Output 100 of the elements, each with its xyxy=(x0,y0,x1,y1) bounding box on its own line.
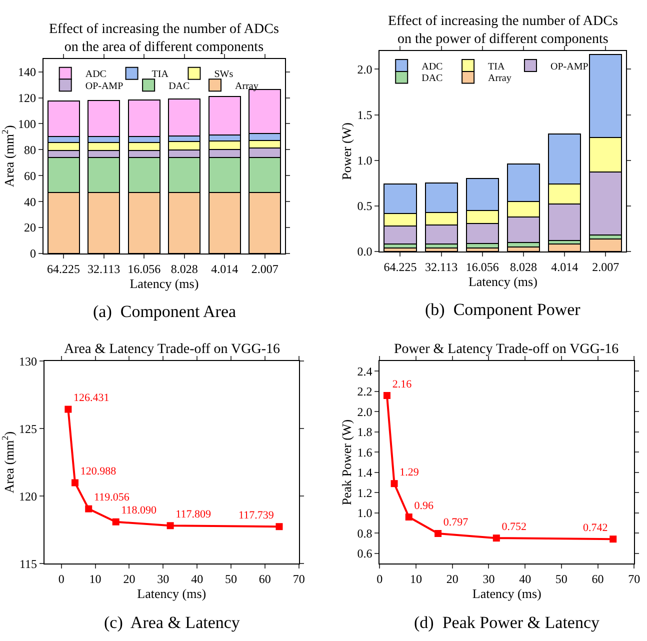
y-tick-label: 120 xyxy=(19,489,38,504)
data-label: 126.431 xyxy=(74,392,110,404)
x-tick-label: 10 xyxy=(89,572,102,586)
data-label: 0.96 xyxy=(414,500,434,512)
data-label: 120.988 xyxy=(80,466,117,478)
legend-label: Array xyxy=(235,80,258,92)
x-axis-title: Latency (ms) xyxy=(472,586,542,601)
x-tick-label: 0 xyxy=(58,572,64,586)
y-tick-label: 1.0 xyxy=(357,506,372,520)
y-tick-label: 130 xyxy=(19,354,38,368)
x-tick-label: 40 xyxy=(191,572,204,586)
point xyxy=(64,406,72,413)
chart-title: Area & Latency Trade-off on VGG-16 xyxy=(64,342,280,357)
x-tick-label: 2.007 xyxy=(251,262,278,276)
text: (c) Area & Latency xyxy=(104,613,240,632)
y-tick-label: 2.0 xyxy=(357,62,372,76)
point xyxy=(434,530,442,538)
x-tick-label: 60 xyxy=(592,572,604,586)
text: (d) Peak Power & Latency xyxy=(414,613,600,632)
x-tick-label: 64.225 xyxy=(384,260,417,274)
x-tick-label: 4.014 xyxy=(551,260,578,274)
legend-label: ADC xyxy=(85,69,107,80)
x-tick-label: 16.056 xyxy=(466,260,499,274)
point xyxy=(85,505,92,512)
y-axis-title: Power (W) xyxy=(339,122,354,180)
data-label: 1.29 xyxy=(400,466,420,478)
y-tick-label: 0.8 xyxy=(357,526,372,540)
x-tick-label: 40 xyxy=(519,572,532,586)
y-tick-label: 20 xyxy=(24,220,36,235)
x-axis-title: Latency (ms) xyxy=(137,586,206,601)
legend-label: TIA xyxy=(488,61,506,72)
x-tick-label: 30 xyxy=(482,572,495,586)
x-tick-label: 16.056 xyxy=(128,262,161,276)
x-tick-label: 30 xyxy=(157,572,170,586)
x-tick-label: 50 xyxy=(224,572,237,586)
point xyxy=(492,534,500,542)
point xyxy=(610,536,617,543)
legend-label: SWs xyxy=(214,69,234,80)
x-tick-label: 64.225 xyxy=(47,262,80,276)
point xyxy=(112,518,120,526)
point xyxy=(383,392,390,400)
y-tick-label: 0.5 xyxy=(357,199,372,214)
data-label: 0.752 xyxy=(502,520,527,533)
x-axis-title: Latency (ms) xyxy=(130,276,199,291)
y-axis-title: Peak Power (W) xyxy=(339,419,354,506)
x-tick-label: 50 xyxy=(555,572,568,586)
data-label: 118.090 xyxy=(121,504,158,517)
y-tick-label: 0 xyxy=(30,246,36,261)
legend-label: DAC xyxy=(168,80,190,92)
x-tick-label: 32.113 xyxy=(88,262,120,276)
x-tick-label: 10 xyxy=(410,572,422,586)
chart-title: Effect of increasing the number of ADCs on the power of different components xyxy=(388,14,618,48)
y-tick-label: 1.0 xyxy=(357,154,372,168)
y-tick-label: 80 xyxy=(24,142,36,157)
x-tick-label: 70 xyxy=(628,572,640,586)
legend-label: ADC xyxy=(422,61,444,72)
y-tick-label: 1.5 xyxy=(357,108,372,122)
y-tick-label: 2.2 xyxy=(357,384,372,399)
point xyxy=(166,522,174,530)
point xyxy=(390,480,398,488)
y-tick-label: 2.4 xyxy=(357,364,372,378)
legend-label: Array xyxy=(488,73,512,84)
y-tick-label: 100 xyxy=(18,116,36,131)
data-label: 0.742 xyxy=(582,522,608,534)
y-tick-label: 1.4 xyxy=(357,466,372,480)
chart-title: Effect of increasing the number of ADCs on the area of different components xyxy=(49,22,279,56)
y-tick-label: 1.6 xyxy=(357,445,372,460)
data-label: 0.797 xyxy=(443,516,469,528)
point xyxy=(71,479,78,486)
legend-label: TIA xyxy=(152,69,170,80)
y-tick-label: 60 xyxy=(24,168,36,183)
x-tick-label: 32.113 xyxy=(425,260,458,274)
x-axis-title: Latency (ms) xyxy=(468,274,538,289)
x-tick-label: 0 xyxy=(376,572,383,586)
point xyxy=(405,514,412,521)
x-tick-label: 70 xyxy=(292,572,305,586)
point xyxy=(276,523,283,530)
y-tick-label: 125 xyxy=(19,422,38,436)
x-tick-label: 8.028 xyxy=(170,262,198,276)
x-tick-label: 20 xyxy=(123,572,136,586)
y-tick-label: 120 xyxy=(18,90,36,105)
chart-title: Power & Latency Trade-off on VGG-16 xyxy=(394,342,619,357)
y-tick-label: 1.2 xyxy=(357,486,372,500)
data-label: 2.16 xyxy=(392,378,412,390)
data-label: 119.056 xyxy=(94,492,130,504)
data-label: 117.739 xyxy=(238,509,274,522)
x-tick-label: 2.007 xyxy=(592,260,620,274)
x-tick-label: 8.028 xyxy=(510,260,537,274)
y-tick-label: 2.0 xyxy=(357,404,372,419)
legend-label: DAC xyxy=(422,73,444,84)
legend-label: OP-AMP xyxy=(85,80,124,92)
y-tick-label: 0.6 xyxy=(357,546,372,561)
legend-label: OP-AMP xyxy=(550,61,589,72)
data-label: 117.809 xyxy=(176,508,212,521)
text: (b) Component Power xyxy=(425,300,581,319)
y-tick-label: 1.8 xyxy=(357,425,372,440)
x-tick-label: 4.014 xyxy=(211,262,238,276)
y-tick-label: 115 xyxy=(19,556,38,571)
text: (a) Component Area xyxy=(93,302,236,321)
x-tick-label: 20 xyxy=(446,572,458,586)
